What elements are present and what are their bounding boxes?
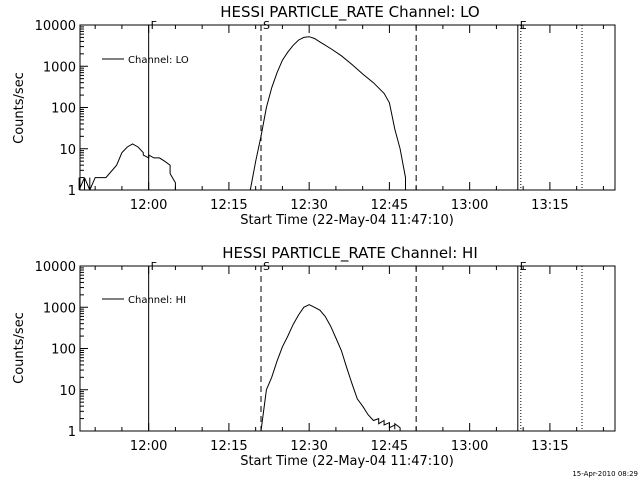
x-ticks: 12:00 12:15 12:30 12:45 13:00 13:15 — [94, 266, 604, 454]
x-tick-label: 13:15 — [531, 198, 568, 213]
data-series — [78, 36, 406, 191]
y-tick-label: 10 — [59, 384, 76, 399]
y-tick-label: 1 — [68, 184, 76, 199]
data-series — [260, 304, 401, 432]
chart-title: HESSI PARTICLE_RATE Channel: LO — [220, 3, 479, 22]
legend-label: Channel: HI — [128, 295, 186, 306]
series-line — [260, 304, 401, 432]
x-tick-label: 12:00 — [130, 198, 167, 213]
x-axis-label: Start Time (22-May-04 11:47:10) — [240, 454, 454, 469]
x-tick-label: 12:30 — [290, 439, 327, 454]
y-ticks: 1 10 100 1000 10000 — [35, 260, 88, 440]
x-tick-label: 12:00 — [130, 439, 167, 454]
x-tick-label: 13:00 — [451, 198, 488, 213]
x-tick-label: 12:15 — [210, 439, 247, 454]
x-axis-label: Start Time (22-May-04 11:47:10) — [240, 213, 454, 228]
x-tick-label: 13:15 — [531, 439, 568, 454]
lo-channel-panel: HESSI PARTICLE_RATE Channel: LO Counts/s… — [12, 3, 616, 228]
y-tick-label: 10000 — [35, 260, 76, 275]
y-tick-label: 100 — [51, 102, 76, 117]
plot-timestamp: 15-Apr-2010 08:29 — [572, 470, 638, 478]
x-tick-label: 12:45 — [371, 439, 408, 454]
x-ticks: 12:00 12:15 12:30 12:45 13:00 13:15 — [94, 25, 604, 213]
chart-title: HESSI PARTICLE_RATE Channel: HI — [222, 244, 478, 263]
event-marker-label: S — [263, 260, 270, 273]
event-marker-label: F — [151, 260, 157, 273]
y-tick-label: 1 — [68, 425, 76, 440]
y-tick-label: 10000 — [35, 19, 76, 34]
hi-channel-panel: HESSI PARTICLE_RATE Channel: HI Counts/s… — [12, 244, 616, 469]
x-tick-label: 12:15 — [210, 198, 247, 213]
y-tick-label: 1000 — [43, 60, 76, 75]
event-marker-label: E — [520, 260, 527, 273]
y-tick-label: 1000 — [43, 301, 76, 316]
y-ticks: 1 10 100 1000 10000 — [35, 19, 88, 199]
x-tick-label: 12:45 — [371, 198, 408, 213]
x-tick-label: 13:00 — [451, 439, 488, 454]
event-marker-label: S — [263, 19, 270, 32]
legend-label: Channel: LO — [128, 55, 189, 66]
y-tick-label: 10 — [59, 143, 76, 158]
y-axis-label: Counts/sec — [12, 72, 27, 144]
series-line — [249, 36, 406, 191]
series-line — [78, 143, 176, 191]
event-marker-label: F — [151, 19, 157, 32]
y-tick-label: 100 — [51, 343, 76, 358]
event-marker-label: E — [520, 19, 527, 32]
plot-frame — [79, 265, 616, 432]
x-tick-label: 12:30 — [290, 198, 327, 213]
plot-frame — [79, 24, 616, 191]
y-axis-label: Counts/sec — [12, 312, 27, 384]
